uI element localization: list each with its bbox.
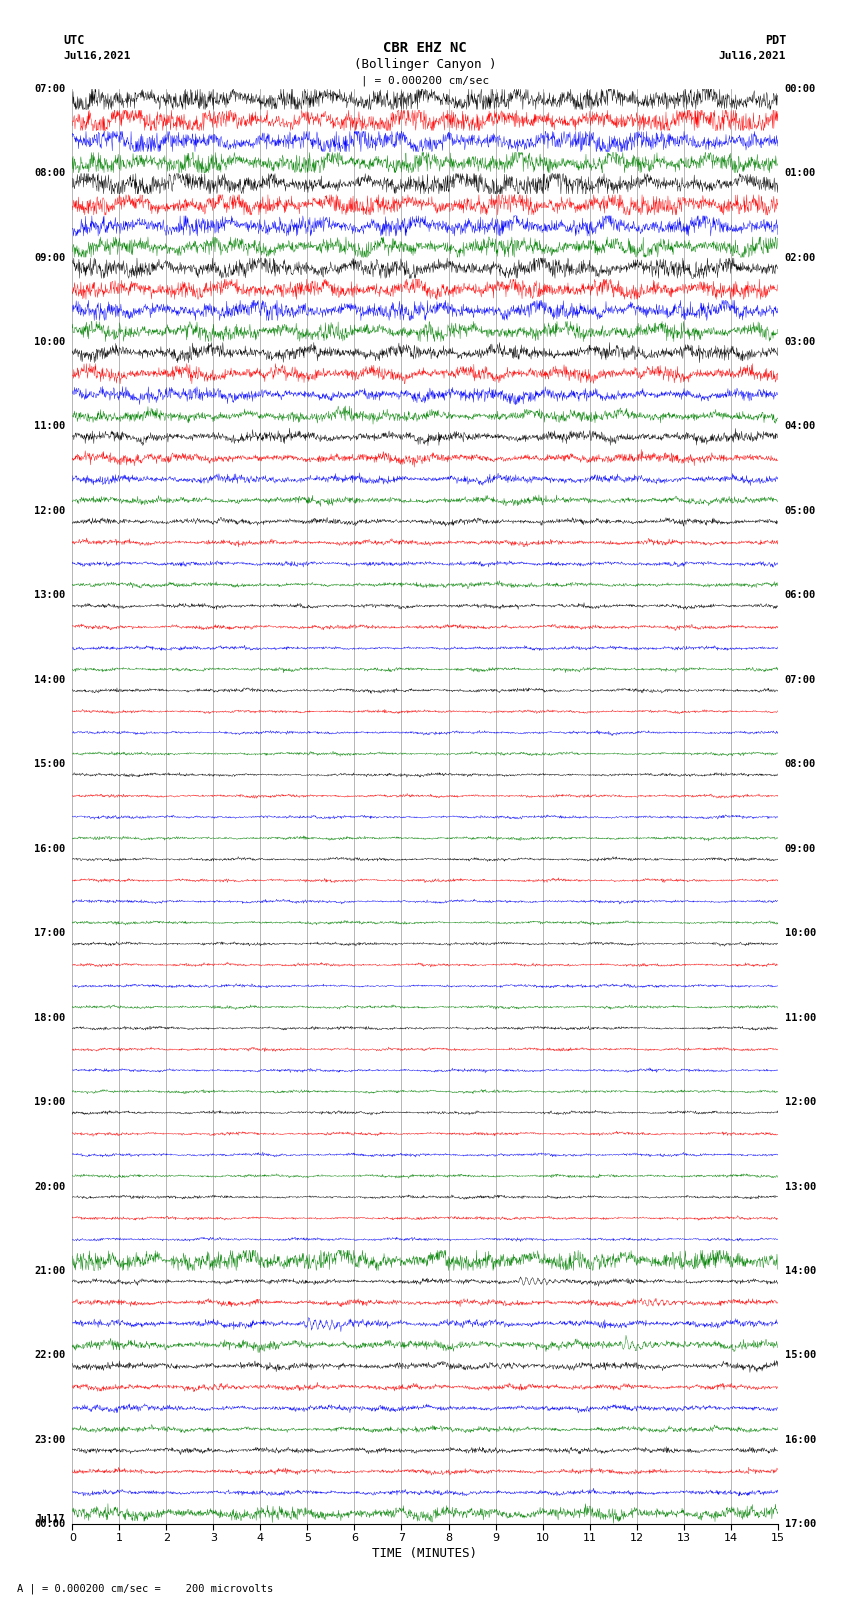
X-axis label: TIME (MINUTES): TIME (MINUTES) bbox=[372, 1547, 478, 1560]
Text: 04:00: 04:00 bbox=[785, 421, 816, 432]
Text: 13:00: 13:00 bbox=[785, 1181, 816, 1192]
Text: 23:00: 23:00 bbox=[34, 1436, 65, 1445]
Text: 09:00: 09:00 bbox=[785, 844, 816, 853]
Text: 05:00: 05:00 bbox=[785, 506, 816, 516]
Text: 20:00: 20:00 bbox=[34, 1181, 65, 1192]
Text: 03:00: 03:00 bbox=[785, 337, 816, 347]
Text: 16:00: 16:00 bbox=[34, 844, 65, 853]
Text: 06:00: 06:00 bbox=[785, 590, 816, 600]
Text: 12:00: 12:00 bbox=[785, 1097, 816, 1107]
Text: 15:00: 15:00 bbox=[785, 1350, 816, 1360]
Text: UTC: UTC bbox=[64, 34, 85, 47]
Text: 11:00: 11:00 bbox=[34, 421, 65, 432]
Text: 01:00: 01:00 bbox=[785, 168, 816, 177]
Text: 11:00: 11:00 bbox=[785, 1013, 816, 1023]
Text: 00:00: 00:00 bbox=[785, 84, 816, 94]
Text: 17:00: 17:00 bbox=[785, 1519, 816, 1529]
Text: 12:00: 12:00 bbox=[34, 506, 65, 516]
Text: 22:00: 22:00 bbox=[34, 1350, 65, 1360]
Text: A | = 0.000200 cm/sec =    200 microvolts: A | = 0.000200 cm/sec = 200 microvolts bbox=[17, 1584, 273, 1594]
Text: Jul16,2021: Jul16,2021 bbox=[719, 52, 786, 61]
Text: 02:00: 02:00 bbox=[785, 253, 816, 263]
Text: 14:00: 14:00 bbox=[785, 1266, 816, 1276]
Text: 15:00: 15:00 bbox=[34, 760, 65, 769]
Text: 07:00: 07:00 bbox=[785, 674, 816, 686]
Text: 14:00: 14:00 bbox=[34, 674, 65, 686]
Text: 08:00: 08:00 bbox=[34, 168, 65, 177]
Text: (Bollinger Canyon ): (Bollinger Canyon ) bbox=[354, 58, 496, 71]
Text: 09:00: 09:00 bbox=[34, 253, 65, 263]
Text: 16:00: 16:00 bbox=[785, 1436, 816, 1445]
Text: 08:00: 08:00 bbox=[785, 760, 816, 769]
Text: | = 0.000200 cm/sec: | = 0.000200 cm/sec bbox=[361, 76, 489, 85]
Text: 17:00: 17:00 bbox=[34, 927, 65, 939]
Text: 13:00: 13:00 bbox=[34, 590, 65, 600]
Text: 18:00: 18:00 bbox=[34, 1013, 65, 1023]
Text: Jul16,2021: Jul16,2021 bbox=[64, 52, 131, 61]
Text: Jul17: Jul17 bbox=[36, 1515, 65, 1524]
Text: PDT: PDT bbox=[765, 34, 786, 47]
Text: CBR EHZ NC: CBR EHZ NC bbox=[383, 42, 467, 55]
Text: 00:00: 00:00 bbox=[34, 1519, 65, 1529]
Text: 07:00: 07:00 bbox=[34, 84, 65, 94]
Text: 19:00: 19:00 bbox=[34, 1097, 65, 1107]
Text: 21:00: 21:00 bbox=[34, 1266, 65, 1276]
Text: 10:00: 10:00 bbox=[34, 337, 65, 347]
Text: 10:00: 10:00 bbox=[785, 927, 816, 939]
